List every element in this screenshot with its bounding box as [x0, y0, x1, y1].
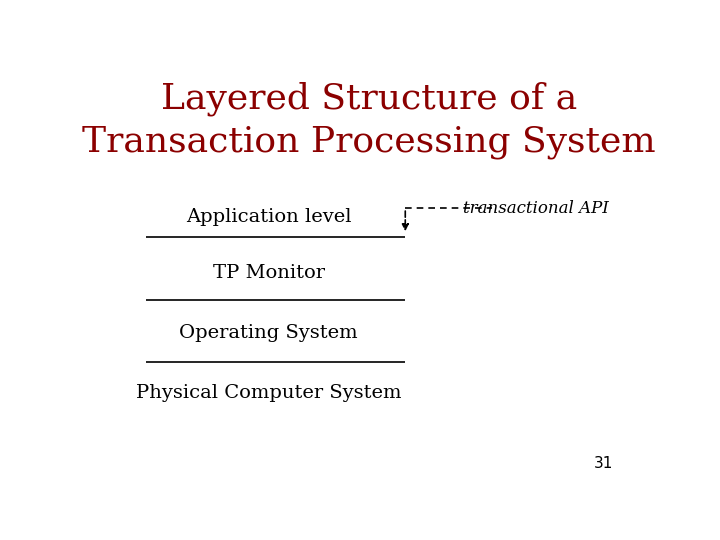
- Text: Application level: Application level: [186, 207, 351, 226]
- Text: Layered Structure of a: Layered Structure of a: [161, 82, 577, 116]
- Text: Operating System: Operating System: [179, 324, 358, 342]
- Text: 31: 31: [594, 456, 613, 471]
- Text: transactional API: transactional API: [464, 200, 609, 217]
- Text: Transaction Processing System: Transaction Processing System: [82, 125, 656, 159]
- Text: Physical Computer System: Physical Computer System: [136, 384, 401, 402]
- Text: TP Monitor: TP Monitor: [212, 264, 325, 282]
